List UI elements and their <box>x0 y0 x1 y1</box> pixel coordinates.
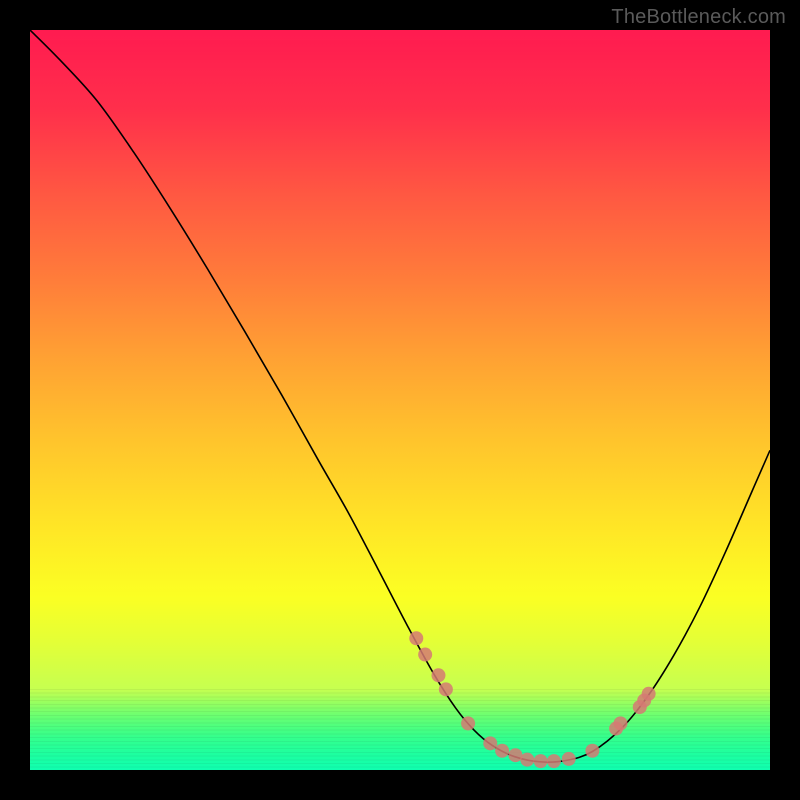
marker-point <box>439 682 453 696</box>
marker-point <box>547 754 561 768</box>
marker-point <box>562 752 576 766</box>
marker-point <box>418 648 432 662</box>
marker-point <box>461 716 475 730</box>
marker-point <box>642 687 656 701</box>
marker-point <box>534 754 548 768</box>
marker-point <box>431 668 445 682</box>
chart-overlay-svg <box>30 30 770 770</box>
marker-point <box>495 744 509 758</box>
marker-group <box>409 631 655 768</box>
marker-point <box>614 716 628 730</box>
marker-point <box>409 631 423 645</box>
bottleneck-curve <box>30 30 770 762</box>
marker-point <box>520 753 534 767</box>
marker-point <box>585 744 599 758</box>
marker-point <box>483 736 497 750</box>
plot-area <box>30 30 770 770</box>
watermark-text: TheBottleneck.com <box>611 6 786 29</box>
